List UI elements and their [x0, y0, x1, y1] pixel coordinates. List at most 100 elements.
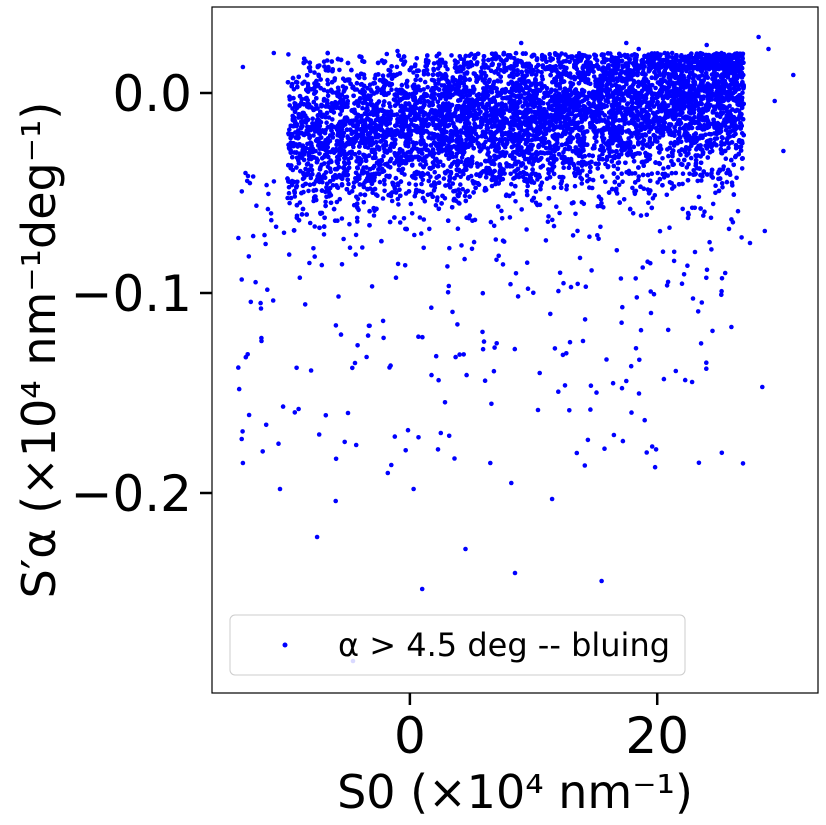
- data-point: [621, 197, 627, 202]
- data-point: [308, 163, 314, 169]
- data-point: [727, 103, 732, 109]
- data-point: [550, 217, 555, 223]
- data-point: [449, 53, 454, 58]
- data-point: [684, 165, 690, 170]
- data-point: [395, 196, 401, 202]
- data-point: [458, 182, 463, 187]
- data-point: [338, 112, 343, 117]
- data-point: [389, 198, 395, 204]
- data-point: [421, 72, 427, 77]
- data-point: [723, 156, 729, 161]
- data-point: [575, 228, 580, 234]
- data-point: [354, 80, 360, 86]
- data-point: [572, 183, 578, 189]
- data-point: [396, 202, 401, 207]
- data-point: [579, 181, 585, 186]
- data-point: [523, 165, 528, 170]
- data-point: [661, 166, 666, 171]
- data-point: [325, 93, 331, 99]
- data-point: [371, 213, 377, 218]
- data-point: [287, 127, 292, 132]
- data-point: [710, 110, 716, 115]
- data-point: [324, 120, 329, 125]
- data-point: [445, 66, 450, 72]
- data-point: [382, 188, 387, 194]
- data-point: [409, 211, 415, 216]
- data-point: [687, 171, 692, 177]
- data-point: [432, 169, 438, 175]
- data-point: [303, 145, 309, 151]
- data-point: [688, 155, 694, 161]
- data-point: [739, 166, 745, 171]
- data-point: [360, 105, 365, 111]
- data-point: [427, 226, 432, 232]
- data-point: [312, 70, 317, 75]
- data-point: [422, 79, 428, 85]
- data-point: [414, 73, 420, 79]
- data-point: [676, 157, 681, 163]
- data-point: [594, 139, 599, 144]
- data-point: [389, 87, 394, 92]
- data-point: [650, 196, 656, 201]
- data-point: [425, 84, 431, 90]
- data-point: [352, 151, 358, 157]
- data-point: [720, 185, 725, 190]
- data-point: [680, 171, 686, 176]
- data-point: [669, 50, 675, 56]
- data-point: [489, 183, 495, 189]
- data-point: [436, 150, 442, 156]
- data-point: [380, 73, 386, 78]
- data-point: [563, 52, 568, 57]
- data-point: [382, 181, 387, 187]
- data-point: [584, 173, 590, 178]
- data-point: [559, 133, 565, 138]
- data-point: [669, 170, 675, 176]
- data-point: [362, 75, 367, 81]
- data-point: [394, 64, 400, 70]
- data-point: [421, 217, 427, 222]
- data-point: [664, 192, 670, 198]
- data-point: [561, 165, 566, 170]
- data-point: [386, 73, 391, 78]
- data-point: [457, 54, 463, 59]
- data-point: [557, 210, 562, 216]
- data-point: [406, 181, 412, 186]
- data-point: [413, 182, 419, 188]
- data-point: [335, 85, 341, 91]
- data-point: [414, 56, 420, 61]
- data-point: [538, 186, 543, 192]
- data-point: [287, 103, 293, 108]
- data-point: [417, 215, 423, 220]
- data-point: [653, 85, 658, 91]
- data-point: [297, 200, 303, 205]
- data-point: [288, 195, 294, 201]
- data-point: [547, 161, 553, 166]
- data-point: [547, 51, 552, 57]
- data-point: [670, 153, 675, 159]
- data-point: [361, 199, 367, 205]
- data-point: [425, 71, 431, 77]
- data-point: [296, 115, 301, 120]
- data-point: [475, 60, 480, 65]
- data-point: [334, 199, 340, 205]
- data-point: [310, 116, 316, 121]
- data-point: [325, 77, 330, 83]
- data-point: [465, 188, 471, 194]
- data-point: [287, 200, 292, 206]
- data-point: [533, 189, 539, 194]
- data-point: [713, 183, 718, 188]
- data-point: [397, 220, 403, 225]
- data-point: [326, 115, 332, 120]
- data-points: [236, 34, 796, 664]
- data-point: [615, 143, 621, 148]
- data-point: [321, 59, 327, 64]
- data-point: [524, 188, 530, 194]
- data-point: [388, 68, 393, 74]
- data-point: [347, 77, 352, 82]
- data-point: [384, 51, 390, 57]
- data-point: [431, 61, 437, 66]
- data-point: [381, 153, 386, 159]
- data-point: [666, 153, 671, 159]
- data-point: [678, 139, 684, 145]
